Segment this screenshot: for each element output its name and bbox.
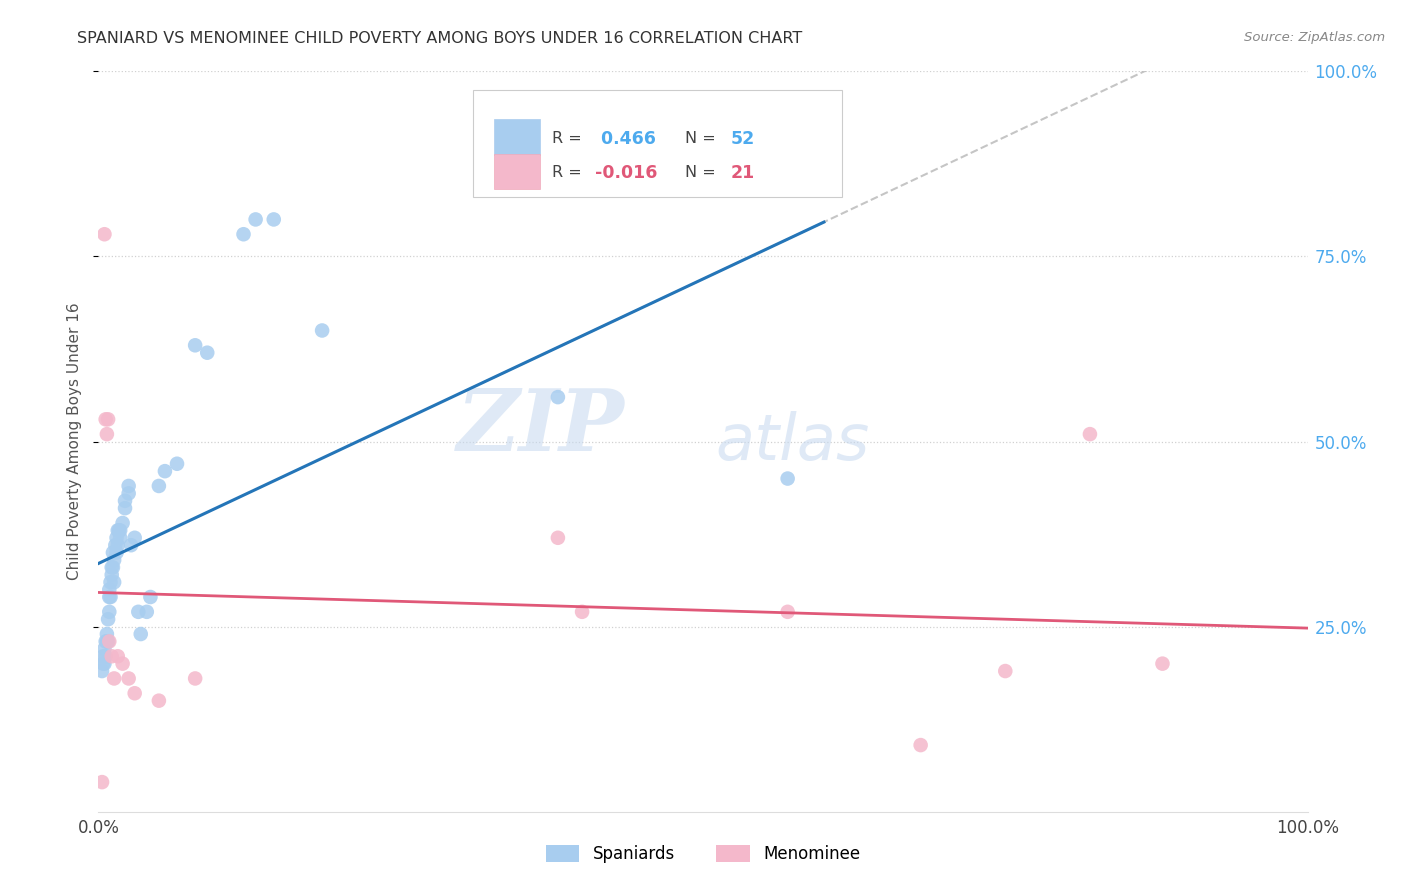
Point <box>96 627 118 641</box>
Point <box>94 649 117 664</box>
Point <box>101 546 124 560</box>
Text: 21: 21 <box>731 164 755 182</box>
Text: R =: R = <box>551 165 586 180</box>
Point <box>108 524 131 538</box>
FancyBboxPatch shape <box>494 120 540 155</box>
Text: N =: N = <box>685 131 721 146</box>
Text: ZIP: ZIP <box>457 385 624 468</box>
Point <box>311 324 333 338</box>
Point <box>108 524 131 538</box>
Point <box>120 538 142 552</box>
Point <box>103 553 125 567</box>
Point <box>184 338 207 352</box>
Point <box>100 649 122 664</box>
Point <box>148 479 170 493</box>
Point <box>153 464 176 478</box>
Point <box>994 664 1017 678</box>
Point <box>94 412 117 426</box>
Point <box>100 560 122 574</box>
Point <box>111 516 134 530</box>
Point <box>263 212 285 227</box>
Point <box>135 605 157 619</box>
Point <box>98 590 121 604</box>
Point <box>97 634 120 648</box>
Point <box>103 575 125 590</box>
Text: 0.466: 0.466 <box>595 129 657 148</box>
Point <box>114 501 136 516</box>
Y-axis label: Child Poverty Among Boys Under 16: Child Poverty Among Boys Under 16 <box>67 302 83 581</box>
Point <box>96 634 118 648</box>
Point <box>124 686 146 700</box>
Point <box>776 605 799 619</box>
FancyBboxPatch shape <box>494 153 540 189</box>
Point <box>94 634 117 648</box>
Point <box>547 531 569 545</box>
Point <box>129 627 152 641</box>
Point <box>93 641 115 656</box>
Point <box>91 649 114 664</box>
Point <box>93 227 115 242</box>
Point <box>97 412 120 426</box>
Text: R =: R = <box>551 131 586 146</box>
Point <box>148 694 170 708</box>
Point <box>776 471 799 485</box>
Point <box>91 664 114 678</box>
Point <box>166 457 188 471</box>
Point <box>103 672 125 686</box>
Text: 52: 52 <box>731 129 755 148</box>
Point <box>98 582 121 597</box>
Point <box>100 567 122 582</box>
FancyBboxPatch shape <box>474 90 842 197</box>
Point <box>124 531 146 545</box>
Point <box>111 657 134 671</box>
Point <box>107 538 129 552</box>
Text: SPANIARD VS MENOMINEE CHILD POVERTY AMONG BOYS UNDER 16 CORRELATION CHART: SPANIARD VS MENOMINEE CHILD POVERTY AMON… <box>77 31 803 46</box>
Point <box>910 738 932 752</box>
Point <box>118 479 141 493</box>
Point <box>547 390 569 404</box>
Point <box>107 649 129 664</box>
Point <box>91 657 114 671</box>
Point <box>184 672 207 686</box>
Point <box>127 605 149 619</box>
Text: -0.016: -0.016 <box>595 164 658 182</box>
Point <box>232 227 254 242</box>
Point <box>571 605 593 619</box>
Text: atlas: atlas <box>716 410 869 473</box>
Point <box>107 524 129 538</box>
Point <box>100 590 122 604</box>
Point <box>118 486 141 500</box>
Point <box>245 212 267 227</box>
Point <box>100 575 122 590</box>
Point <box>139 590 162 604</box>
Point <box>1078 427 1101 442</box>
Point <box>96 427 118 442</box>
Point <box>101 560 124 574</box>
Text: N =: N = <box>685 165 721 180</box>
Point <box>105 546 128 560</box>
Point <box>93 657 115 671</box>
Point <box>114 493 136 508</box>
Point <box>97 612 120 626</box>
Legend: Spaniards, Menominee: Spaniards, Menominee <box>538 838 868 870</box>
Point <box>195 345 218 359</box>
Point <box>98 634 121 648</box>
Point <box>108 531 131 545</box>
Point <box>1152 657 1174 671</box>
Text: Source: ZipAtlas.com: Source: ZipAtlas.com <box>1244 31 1385 45</box>
Point <box>98 605 121 619</box>
Point <box>104 538 127 552</box>
Point <box>118 672 141 686</box>
Point <box>91 775 114 789</box>
Point <box>105 531 128 545</box>
